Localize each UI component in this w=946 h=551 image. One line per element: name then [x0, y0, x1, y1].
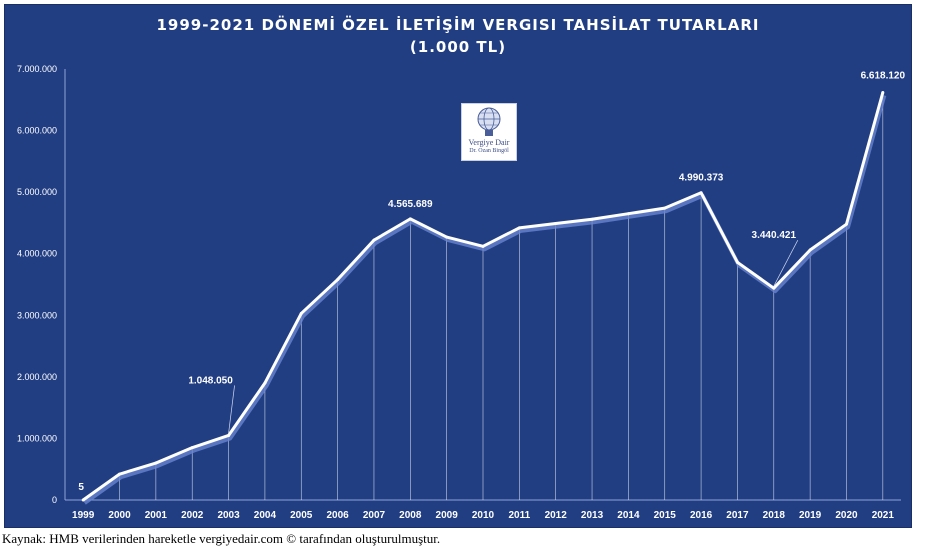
- x-tick-label: 2007: [363, 510, 386, 521]
- x-tick-label: 2009: [436, 510, 459, 521]
- y-tick-label: 6.000.000: [17, 126, 57, 136]
- source-note: Kaynak: HMB verilerinden hareketle vergi…: [2, 531, 441, 546]
- y-tick-label: 4.000.000: [17, 249, 57, 259]
- x-tick-label: 2019: [799, 510, 822, 521]
- data-point: [808, 248, 812, 252]
- data-point: [154, 461, 158, 465]
- globe-icon: [477, 107, 501, 136]
- chart-title-line1: 1999-2021 DÖNEMİ ÖZEL İLETİŞİM VERGISI T…: [156, 16, 760, 34]
- data-point: [554, 222, 558, 226]
- x-tick-label: 2014: [617, 510, 640, 521]
- data-point: [263, 381, 267, 385]
- x-tick-label: 2008: [399, 510, 422, 521]
- data-point: [844, 222, 848, 226]
- data-label: 5: [78, 482, 84, 493]
- y-tick-label: 1.000.000: [17, 433, 57, 443]
- x-tick-label: 2001: [145, 510, 168, 521]
- x-tick-label: 1999: [72, 510, 95, 521]
- x-tick-label: 2021: [872, 510, 895, 521]
- x-tick-label: 2017: [726, 510, 749, 521]
- data-label-leader: [228, 385, 235, 434]
- y-tick-label: 3.000.000: [17, 310, 57, 320]
- data-point: [227, 433, 231, 437]
- chart-title-unit: (1.000 TL): [409, 38, 507, 56]
- data-label: 4.990.373: [679, 173, 724, 184]
- data-point: [735, 260, 739, 264]
- x-tick-label: 2004: [254, 510, 277, 521]
- data-point: [772, 286, 776, 290]
- data-point: [481, 244, 485, 248]
- x-tick-label: 2013: [581, 510, 604, 521]
- x-tick-label: 2002: [181, 510, 204, 521]
- chart-title: 1999-2021 DÖNEMİ ÖZEL İLETİŞİM VERGISI T…: [5, 14, 911, 58]
- x-tick-label: 2010: [472, 510, 495, 521]
- data-point: [408, 217, 412, 221]
- y-tick-label: 2.000.000: [17, 372, 57, 382]
- x-tick-label: 2011: [508, 510, 530, 521]
- x-tick-label: 2012: [545, 510, 568, 521]
- y-tick-label: 5.000.000: [17, 187, 57, 197]
- data-point: [118, 472, 122, 476]
- vergiye-dair-logo: Vergiye Dair Dr. Ozan Bingöl: [461, 103, 517, 161]
- x-tick-label: 2020: [835, 510, 858, 521]
- series-line-shadow: [83, 94, 887, 505]
- y-tick-label: 7.000.000: [17, 64, 57, 74]
- data-point: [517, 226, 521, 230]
- y-tick-label: 0: [52, 495, 57, 505]
- data-point: [590, 217, 594, 221]
- data-label: 6.618.120: [861, 71, 906, 82]
- data-point: [699, 191, 703, 195]
- x-tick-label: 2018: [763, 510, 786, 521]
- data-point: [445, 235, 449, 239]
- data-point: [372, 238, 376, 242]
- logo-text-author: Dr. Ozan Bingöl: [469, 148, 509, 154]
- x-tick-label: 2003: [217, 510, 240, 521]
- line-chart: 0 1.000.000 2.000.000 3.000.000 4.000.000 5.0…: [17, 64, 906, 521]
- data-label: 3.440.421: [752, 230, 797, 241]
- data-label: 1.048.050: [188, 375, 233, 386]
- x-tick-label: 2016: [690, 510, 713, 521]
- x-tick-label: 2006: [326, 510, 349, 521]
- chart-area: 0 1.000.000 2.000.000 3.000.000 4.000.000 5.0…: [4, 4, 912, 528]
- x-tick-label: 2005: [290, 510, 313, 521]
- data-label-leader: [773, 240, 799, 287]
- logo-text-title: Vergiye Dair: [468, 138, 510, 147]
- data-point: [336, 278, 340, 282]
- data-point: [81, 498, 85, 502]
- data-point: [299, 311, 303, 315]
- x-tick-label: 2000: [108, 510, 131, 521]
- data-label: 4.565.689: [388, 199, 433, 210]
- data-point: [663, 206, 667, 210]
- data-point: [881, 91, 885, 95]
- data-point: [626, 212, 630, 216]
- x-tick-label: 2015: [654, 510, 677, 521]
- data-point: [190, 446, 194, 450]
